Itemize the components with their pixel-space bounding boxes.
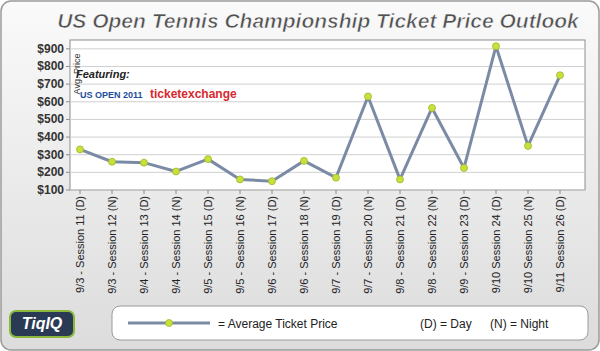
y-tick-label: $900 (37, 42, 64, 56)
grid-line (70, 48, 585, 49)
grid-line (70, 119, 585, 120)
x-tick-label: 9/3 - Session 11 (D) (74, 196, 86, 293)
point (237, 176, 244, 183)
series-line (80, 46, 560, 181)
x-tick-label: 9/5 - Session 15 (D) (202, 196, 214, 294)
point (109, 158, 116, 165)
legend-box (112, 306, 588, 340)
x-tick-label: 9/8 - Session 22 (N) (426, 196, 438, 294)
x-tick-label: 9/11 Session 26 (D) (554, 196, 566, 292)
y-tick-label: $300 (37, 148, 64, 162)
annotation: (N) = Night (490, 317, 549, 331)
point (557, 72, 564, 79)
y-tick (66, 154, 70, 155)
annotation: Featuring: (76, 68, 130, 80)
grid-line (70, 154, 585, 155)
y-tick-label: $800 (37, 59, 64, 73)
y-tick-label: $500 (37, 112, 64, 126)
annotation: US OPEN 2011 (80, 90, 143, 100)
x-tick-label: 9/4 - Session 14 (N) (170, 196, 182, 294)
x-tick (496, 190, 497, 194)
x-tick (272, 190, 273, 194)
logo-badge (10, 311, 74, 337)
x-tick-label: 9/5 - Session 16 (N) (234, 196, 246, 294)
point (493, 43, 500, 50)
x-tick (304, 190, 305, 194)
y-tick (66, 172, 70, 173)
y-tick (66, 66, 70, 67)
y-tick (66, 119, 70, 120)
y-tick (66, 137, 70, 138)
chart: US Open Tennis Championship Ticket Price… (0, 0, 600, 351)
x-tick (432, 190, 433, 194)
x-tick-label: 9/7 - Session 20 (N) (362, 196, 374, 294)
x-tick-label: 9/10 Session 25 (N) (522, 196, 534, 293)
plot-area (70, 40, 585, 190)
point (269, 178, 276, 185)
y-tick (66, 48, 70, 49)
x-tick-label: 9/3 - Session 12 (N) (106, 196, 118, 294)
annotation: TiqIQ (22, 315, 63, 332)
x-tick (80, 190, 81, 194)
x-tick-label: 9/4 - Session 13 (D) (138, 196, 150, 294)
y-tick (66, 190, 70, 191)
point (429, 104, 436, 111)
point (205, 156, 212, 163)
y-tick-label: $700 (37, 77, 64, 91)
x-tick (336, 190, 337, 194)
y-tick (66, 101, 70, 102)
y-tick-label: $400 (37, 130, 64, 144)
x-tick (528, 190, 529, 194)
point (173, 168, 180, 175)
x-tick (400, 190, 401, 194)
x-tick-label: 9/8 - Session 21 (D) (394, 196, 406, 294)
point (365, 93, 372, 100)
point (301, 157, 308, 164)
point (141, 159, 148, 166)
x-tick (176, 190, 177, 194)
point (397, 176, 404, 183)
x-tick (208, 190, 209, 194)
grid-line (70, 101, 585, 102)
point (461, 164, 468, 171)
y-tick (66, 84, 70, 85)
x-tick-label: 9/6 - Session 17 (D) (266, 196, 278, 294)
title: US Open Tennis Championship Ticket Price… (57, 9, 580, 32)
x-tick (112, 190, 113, 194)
x-tick (368, 190, 369, 194)
point (77, 146, 84, 153)
legend-label: = Average Ticket Price (218, 317, 338, 331)
point (525, 142, 532, 149)
y-tick-label: $600 (37, 95, 64, 109)
x-tick (240, 190, 241, 194)
grid-line (70, 190, 585, 191)
grid-line (70, 137, 585, 138)
legend-marker (166, 320, 173, 327)
x-tick (464, 190, 465, 194)
x-tick-label: 9/6 - Session 18 (N) (298, 196, 310, 294)
series-group (77, 43, 564, 185)
point (333, 174, 340, 181)
x-tick (144, 190, 145, 194)
x-tick-label: 9/9 - Session 23 (D) (458, 196, 470, 294)
y-tick-label: $100 (37, 183, 64, 197)
y-tick-label: $200 (37, 165, 64, 179)
grid-line (70, 66, 585, 67)
x-tick-label: 9/10 Session 24 (D) (490, 196, 502, 293)
x-tick-label: 9/7 - Session 19 (D) (330, 196, 342, 294)
annotation: ticketexchange (150, 87, 237, 101)
background (1, 1, 599, 350)
x-tick (560, 190, 561, 194)
annotation: (D) = Day (420, 317, 472, 331)
